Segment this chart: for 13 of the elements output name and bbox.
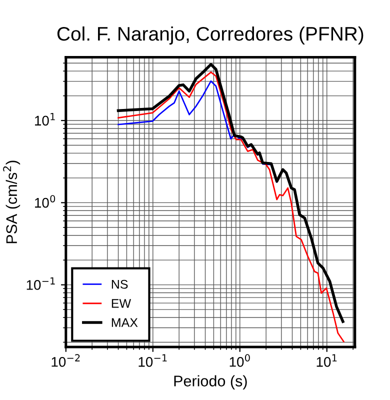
x-tick-label: 10$^{1}$ [316,354,337,367]
legend-label: EW [112,299,132,308]
x-tick-label: 10$^{−1}$ [138,354,167,367]
x-tick-label: 10$^{0}$ [230,354,250,367]
x-axis-title: Periodo (s) [174,375,247,390]
y-axis-title: PSA (cm/s$^{2}$) [3,160,20,244]
y-tick-label: 10$^{−1}$ [26,277,55,290]
legend-label: MAX [112,318,138,327]
x-tick-label: 10$^{−2}$ [52,354,80,367]
y-tick-label: 10$^{0}$ [35,195,56,208]
y-tick-label: 10$^{1}$ [35,113,55,126]
legend-label: NS [112,280,128,289]
chart-title: Col. F. Naranjo, Corredores (PFNR) [57,26,364,45]
